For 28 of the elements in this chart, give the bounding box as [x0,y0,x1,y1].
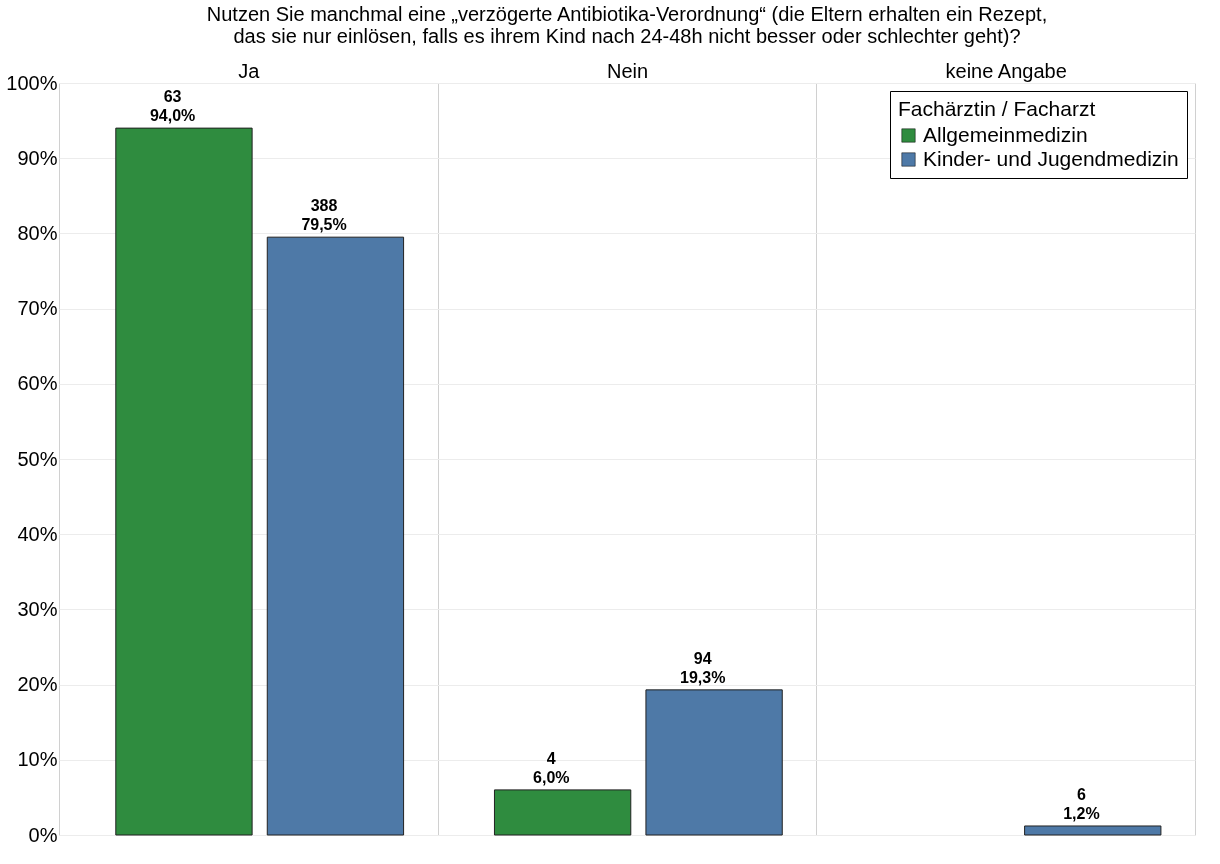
bar [645,689,783,836]
y-tick-label: 30% [17,597,58,620]
y-tick-label: 70% [17,297,58,320]
bar [266,236,405,836]
chart-title: Nutzen Sie manchmal eine „verzögerte Antibiotika-Verordnung“ (die Eltern erhalten ein Rezept, das sie nur einlösen, falls es ihrem Kind nach 24-48h nicht besser oder schlechter geht)? [206,3,1048,47]
y-tick-label: 50% [17,447,58,470]
y-tick-label: 90% [17,146,58,169]
y-tick-label: 80% [17,221,58,244]
bar [493,789,632,836]
legend-label: Allgemeinmedizin [923,122,1088,146]
data-label: 6 1,2% [1063,785,1100,822]
x-tick-label: Nein [606,59,649,82]
bar [115,127,253,836]
x-tick-label: Ja [238,59,261,82]
legend-label: Kinder- und Jugendmedizin [923,146,1179,170]
x-tick-label: keine Angabe [945,59,1067,82]
data-label: 4 6,0% [533,749,570,786]
legend-title: Fachärztin / Facharzt [898,97,1096,120]
y-tick-label: 100% [6,71,58,94]
y-tick-label: 0% [28,823,58,846]
y-tick-label: 20% [17,673,58,696]
data-label: 388 79,5% [301,197,347,234]
y-tick-label: 60% [17,372,58,395]
data-label: 94 19,3% [680,649,726,686]
data-label: 63 94,0% [149,88,196,125]
bar [1024,825,1162,836]
y-tick-label: 10% [17,748,58,771]
y-tick-label: 40% [17,522,58,545]
